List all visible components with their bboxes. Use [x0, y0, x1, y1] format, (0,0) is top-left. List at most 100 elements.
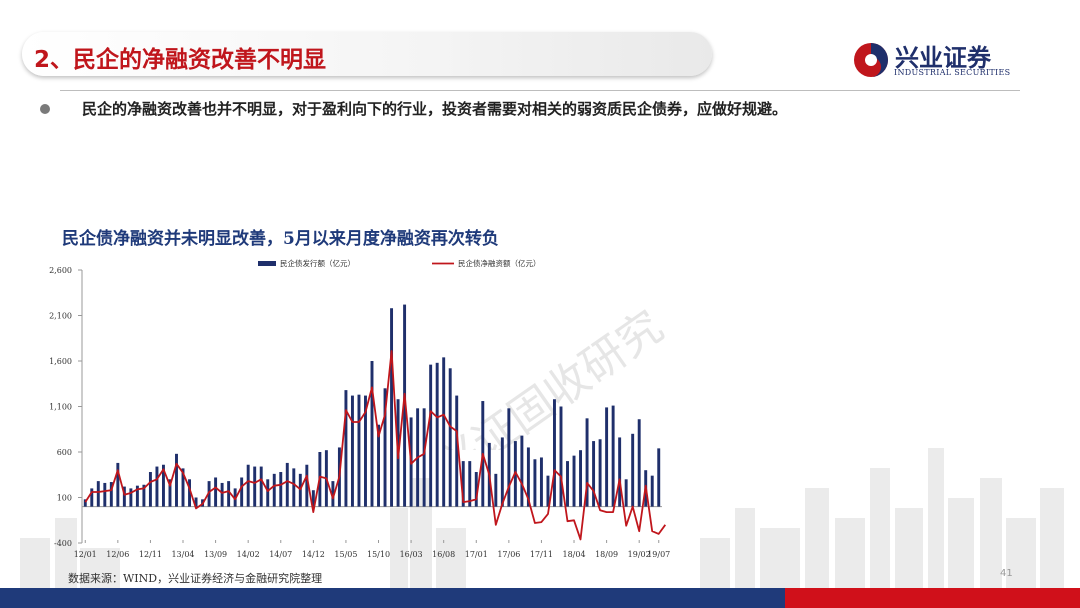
bar: [129, 488, 133, 507]
header-divider: [60, 90, 1020, 91]
bar: [559, 406, 563, 507]
bullet-text: 民企的净融资改善也并不明显，对于盈利向下的行业，投资者需要对相关的弱资质民企债券…: [82, 100, 788, 118]
bar: [455, 395, 459, 507]
bar: [624, 479, 628, 507]
chart-title: 民企债净融资并未明显改善，5月以来月度净融资再次转负: [62, 229, 499, 249]
legend-bar-label: 民企债发行额（亿元）: [280, 258, 355, 268]
bar: [83, 499, 87, 507]
x-tick-label: 14/02: [237, 550, 260, 559]
bar: [618, 437, 622, 507]
bar: [96, 481, 100, 507]
bar: [220, 482, 224, 507]
page-number: 41: [1000, 568, 1013, 579]
bar: [214, 477, 218, 507]
bar: [175, 453, 178, 507]
bar: [122, 486, 126, 507]
x-tick-label: 14/12: [302, 550, 325, 559]
company-logo: 兴业证券 INDUSTRIAL SECURITIES: [852, 38, 1022, 82]
y-tick-label: 2,100: [49, 312, 72, 321]
bar: [383, 388, 387, 507]
net-financing-line: [84, 350, 667, 541]
data-source: 数据来源：WIND，兴业证券经济与金融研究院整理: [68, 572, 323, 585]
x-tick-label: 17/06: [497, 550, 520, 559]
bar: [579, 450, 583, 507]
bar: [422, 408, 426, 507]
x-tick-label: 13/09: [204, 550, 227, 559]
x-tick-label: 12/01: [74, 550, 97, 559]
bar: [598, 439, 602, 507]
logo-name-en: INDUSTRIAL SECURITIES: [894, 68, 1011, 77]
title-bar: [22, 32, 712, 76]
bar: [357, 394, 361, 507]
slide-title: 2、民企的净融资改善不明显: [34, 47, 327, 73]
bar: [109, 482, 113, 507]
bar: [292, 468, 296, 507]
bar: [468, 461, 472, 507]
logo-mark-icon: [854, 43, 888, 77]
bar: [246, 464, 250, 507]
bar: [435, 362, 439, 507]
bar: [298, 473, 302, 507]
bar: [657, 448, 661, 507]
bar: [474, 472, 478, 507]
bar: [507, 408, 511, 507]
x-tick-label: 12/11: [139, 550, 162, 559]
legend-line-label: 民企债净融资额（亿元）: [458, 258, 541, 268]
bar: [103, 482, 107, 507]
bar: [390, 308, 394, 507]
bar: [266, 479, 270, 507]
bar: [90, 488, 94, 507]
x-tick-label: 13/04: [171, 550, 194, 559]
bar: [272, 473, 276, 507]
bar: [533, 459, 537, 507]
bar: [403, 304, 407, 507]
bar: [311, 490, 315, 507]
bar: [637, 419, 641, 507]
bar: [526, 447, 530, 507]
y-tick-label: 1,600: [49, 357, 72, 366]
bar: [364, 395, 367, 507]
y-tick-label: 100: [57, 494, 72, 503]
bar: [566, 461, 569, 507]
footer-bar-blue: [0, 588, 785, 608]
x-tick-label: 18/04: [562, 550, 585, 559]
logo-name-cn: 兴业证券: [895, 43, 991, 72]
bar: [377, 424, 380, 507]
bar: [631, 433, 635, 507]
bar: [168, 479, 172, 507]
bar: [448, 368, 452, 507]
bar: [240, 477, 244, 507]
x-tick-label: 18/09: [595, 550, 618, 559]
bar: [572, 455, 576, 507]
bar: [585, 418, 589, 507]
bar: [592, 441, 596, 507]
x-tick-label: 19/02: [628, 550, 651, 559]
bar: [285, 462, 289, 507]
y-tick-label: 1,100: [49, 403, 72, 412]
bar: [370, 361, 374, 507]
bar: [605, 407, 609, 507]
bar: [148, 472, 152, 507]
bar: [500, 437, 504, 507]
bar: [181, 468, 185, 507]
bar: [116, 462, 120, 507]
bullet-icon: [40, 104, 50, 114]
bar: [546, 475, 550, 507]
x-tick-label: 15/05: [334, 550, 357, 559]
bar: [188, 479, 191, 507]
legend-bar-swatch: [258, 261, 276, 266]
x-tick-label: 17/11: [530, 550, 553, 559]
x-tick-label: 12/06: [106, 550, 129, 559]
y-tick-label: 600: [57, 448, 72, 457]
x-tick-label: 16/08: [432, 550, 455, 559]
x-tick-label: 15/10: [367, 550, 390, 559]
bar: [520, 435, 524, 507]
x-tick-label: 19/07: [647, 550, 670, 559]
bar: [350, 395, 354, 507]
bar: [539, 457, 543, 507]
footer-bar-red: [785, 588, 1080, 608]
bar: [331, 481, 335, 507]
bar: [161, 464, 165, 507]
y-tick-label: 2,600: [49, 266, 72, 275]
